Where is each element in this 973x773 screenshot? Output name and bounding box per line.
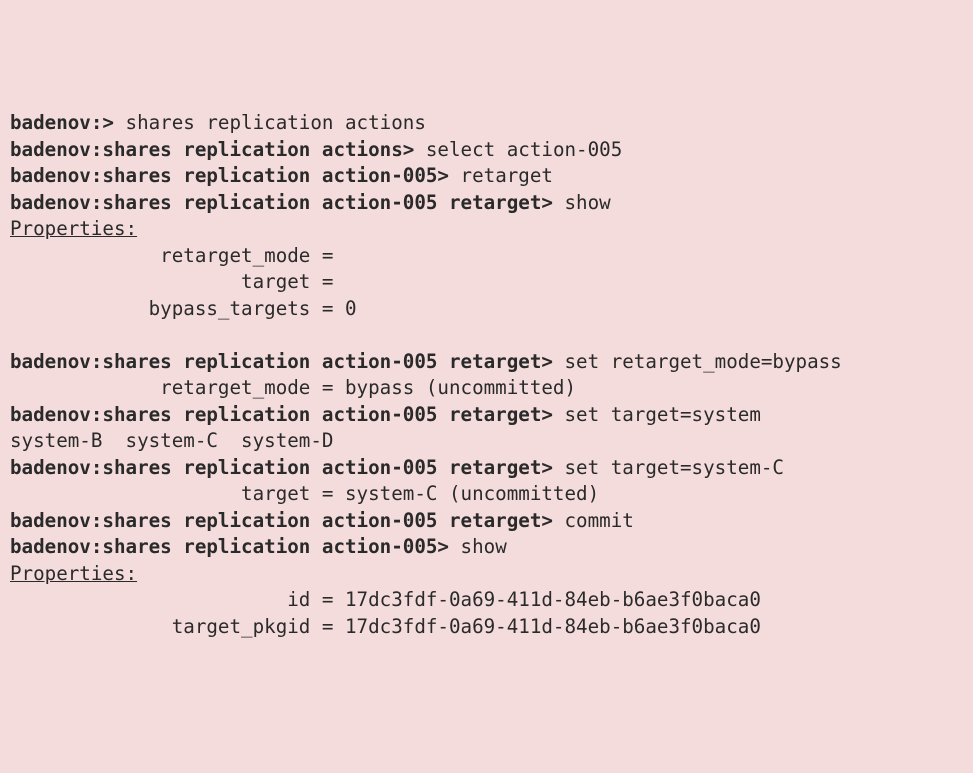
cli-line: badenov:shares replication actions> sele… xyxy=(10,137,963,164)
completion-options: system-B system-C system-D xyxy=(10,428,963,455)
command-text: set target=system-C xyxy=(553,456,784,479)
prompt: badenov:shares replication actions> xyxy=(10,138,414,161)
prompt: badenov:shares replication action-005 re… xyxy=(10,456,553,479)
command-text: show xyxy=(449,535,507,558)
output-line: target = system-C (uncommitted) xyxy=(10,481,963,508)
prompt: badenov:shares replication action-005> xyxy=(10,535,449,558)
cli-line: badenov:> shares replication actions xyxy=(10,110,963,137)
properties-header: Properties: xyxy=(10,216,963,243)
property-row: retarget_mode = xyxy=(10,243,963,270)
terminal-output: badenov:> shares replication actionsbade… xyxy=(10,110,963,640)
blank-line xyxy=(10,322,963,349)
prompt: badenov:shares replication action-005 re… xyxy=(10,509,553,532)
property-row: bypass_targets = 0 xyxy=(10,296,963,323)
command-text: select action-005 xyxy=(414,138,622,161)
prompt: badenov:shares replication action-005 re… xyxy=(10,350,553,373)
command-text: set target=system xyxy=(553,403,761,426)
output-line: retarget_mode = bypass (uncommitted) xyxy=(10,375,963,402)
cli-line: badenov:shares replication action-005 re… xyxy=(10,349,963,376)
property-row: id = 17dc3fdf-0a69-411d-84eb-b6ae3f0baca… xyxy=(10,587,963,614)
cli-line: badenov:shares replication action-005 re… xyxy=(10,508,963,535)
prompt: badenov:shares replication action-005 re… xyxy=(10,403,553,426)
command-text: set retarget_mode=bypass xyxy=(553,350,842,373)
prompt: badenov:shares replication action-005> xyxy=(10,164,449,187)
cli-line: badenov:shares replication action-005> s… xyxy=(10,534,963,561)
command-text: shares replication actions xyxy=(114,111,426,134)
property-row: target_pkgid = 17dc3fdf-0a69-411d-84eb-b… xyxy=(10,614,963,641)
prompt: badenov:> xyxy=(10,111,114,134)
property-row: target = xyxy=(10,269,963,296)
command-text: show xyxy=(553,191,611,214)
cli-line: badenov:shares replication action-005 re… xyxy=(10,402,963,429)
properties-header: Properties: xyxy=(10,561,963,588)
prompt: badenov:shares replication action-005 re… xyxy=(10,191,553,214)
cli-line: badenov:shares replication action-005 re… xyxy=(10,455,963,482)
cli-line: badenov:shares replication action-005 re… xyxy=(10,190,963,217)
command-text: retarget xyxy=(449,164,553,187)
cli-line: badenov:shares replication action-005> r… xyxy=(10,163,963,190)
command-text: commit xyxy=(553,509,634,532)
